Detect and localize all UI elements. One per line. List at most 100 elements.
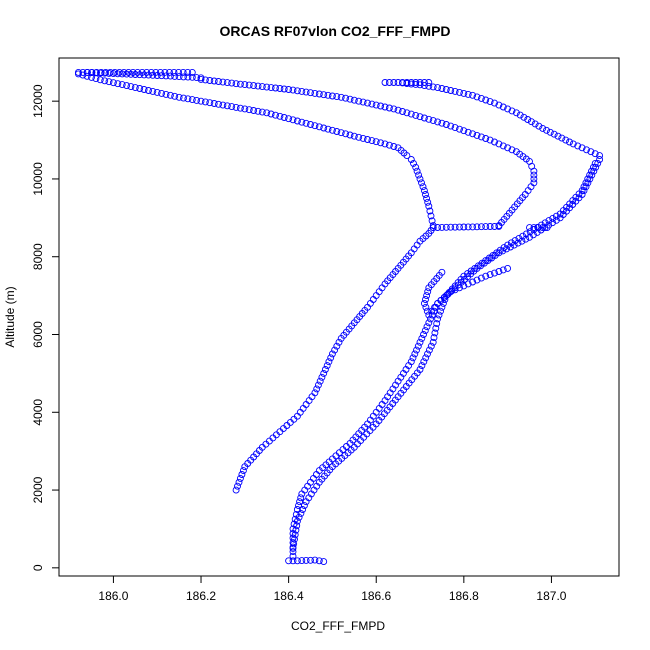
data-point bbox=[469, 223, 477, 231]
data-point bbox=[235, 478, 243, 486]
data-point bbox=[512, 109, 520, 117]
data-point bbox=[314, 381, 322, 389]
data-point bbox=[97, 68, 105, 76]
data-point bbox=[364, 99, 371, 107]
x-tick-label: 186.6 bbox=[361, 589, 391, 603]
data-point bbox=[241, 105, 249, 113]
data-point bbox=[337, 129, 345, 137]
data-point bbox=[425, 79, 433, 86]
data-point bbox=[435, 311, 443, 319]
data-point bbox=[543, 126, 550, 134]
data-point bbox=[512, 148, 520, 156]
x-tick-label: 186.8 bbox=[449, 589, 479, 603]
data-point bbox=[447, 122, 455, 130]
data-point bbox=[346, 131, 354, 139]
data-point bbox=[464, 280, 472, 288]
data-point bbox=[316, 377, 324, 385]
data-point bbox=[136, 71, 144, 79]
data-point bbox=[524, 116, 532, 123]
data-point bbox=[507, 239, 515, 247]
data-point bbox=[491, 138, 498, 146]
data-point bbox=[578, 191, 586, 198]
data-point bbox=[460, 223, 468, 231]
data-point bbox=[197, 97, 205, 105]
data-point bbox=[421, 327, 429, 335]
data-point bbox=[403, 109, 411, 117]
data-point bbox=[297, 494, 305, 502]
data-point bbox=[320, 91, 328, 99]
data-point bbox=[114, 80, 122, 88]
data-point bbox=[422, 303, 430, 311]
data-point bbox=[96, 69, 104, 77]
data-point bbox=[504, 105, 512, 113]
data-point bbox=[451, 223, 459, 231]
data-point bbox=[302, 556, 310, 564]
data-point bbox=[419, 183, 427, 191]
data-point bbox=[123, 70, 131, 78]
data-point bbox=[232, 103, 240, 111]
data-point bbox=[420, 79, 428, 86]
data-point bbox=[580, 183, 588, 191]
data-point bbox=[499, 103, 507, 111]
data-point bbox=[184, 68, 192, 76]
data-point bbox=[456, 88, 463, 96]
data-point bbox=[425, 115, 433, 123]
data-point bbox=[254, 82, 262, 90]
data-point bbox=[591, 150, 599, 158]
data-point bbox=[432, 324, 440, 332]
data-point bbox=[580, 187, 588, 195]
data-point bbox=[530, 171, 538, 179]
data-point bbox=[460, 127, 468, 135]
data-point bbox=[416, 366, 424, 373]
data-point bbox=[473, 276, 481, 284]
data-point bbox=[355, 97, 363, 105]
data-point bbox=[416, 175, 424, 183]
data-point bbox=[394, 79, 402, 86]
data-point bbox=[355, 133, 363, 141]
data-point bbox=[263, 109, 271, 117]
data-point bbox=[335, 338, 343, 346]
data-point bbox=[206, 99, 214, 107]
data-point bbox=[372, 138, 380, 146]
data-point bbox=[562, 136, 570, 144]
data-point bbox=[429, 117, 437, 125]
data-point bbox=[410, 159, 417, 167]
data-point bbox=[429, 338, 437, 346]
data-point bbox=[429, 224, 437, 232]
data-point bbox=[424, 198, 432, 206]
data-point bbox=[526, 224, 533, 232]
data-point bbox=[420, 358, 428, 366]
data-point bbox=[320, 124, 328, 132]
data-point bbox=[193, 74, 201, 82]
data-point bbox=[558, 134, 566, 142]
data-point bbox=[390, 143, 398, 150]
data-point bbox=[381, 103, 389, 111]
data-point bbox=[293, 557, 301, 565]
data-point bbox=[145, 87, 152, 94]
data-point bbox=[267, 110, 275, 118]
data-point bbox=[232, 486, 240, 494]
data-point bbox=[210, 100, 218, 107]
data-point bbox=[228, 103, 236, 111]
data-point bbox=[289, 116, 297, 124]
data-point bbox=[318, 373, 326, 381]
data-point bbox=[127, 83, 135, 91]
data-point bbox=[206, 77, 214, 84]
data-point bbox=[385, 104, 393, 112]
data-point bbox=[495, 140, 503, 148]
data-point bbox=[456, 284, 463, 292]
data-point bbox=[412, 80, 420, 88]
data-point bbox=[412, 111, 420, 119]
data-point bbox=[193, 96, 201, 104]
data-point bbox=[377, 102, 385, 110]
data-point bbox=[447, 223, 455, 231]
data-point bbox=[298, 118, 306, 126]
data-point bbox=[430, 334, 438, 342]
data-point bbox=[491, 269, 498, 277]
data-point bbox=[162, 72, 170, 80]
data-point bbox=[311, 89, 319, 97]
data-point bbox=[407, 79, 415, 86]
data-point bbox=[292, 526, 300, 534]
data-point bbox=[219, 101, 227, 109]
x-tick-label: 187.0 bbox=[536, 589, 566, 603]
